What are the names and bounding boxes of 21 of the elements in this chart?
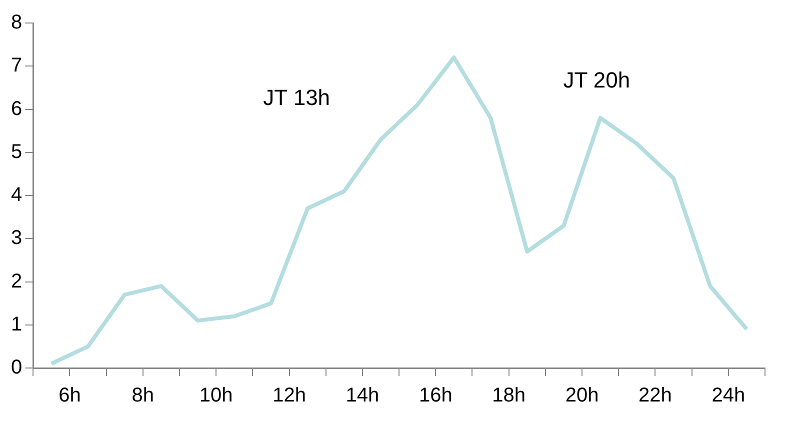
y-tick-label: 3	[11, 227, 22, 250]
x-tick-label: 22h	[638, 384, 672, 407]
x-tick-label: 12h	[272, 384, 306, 407]
y-tick-label: 6	[11, 98, 22, 120]
x-tick-label: 10h	[199, 384, 233, 407]
x-tick-label: 16h	[418, 384, 452, 407]
x-tick-label: 14h	[346, 384, 380, 407]
x-tick-label: 24h	[712, 384, 746, 407]
annotation: JT 20h	[563, 68, 630, 93]
y-tick-label: 5	[11, 140, 22, 163]
y-tick-label: 0	[11, 356, 22, 379]
y-tick-label: 1	[11, 313, 22, 336]
x-tick-label: 6h	[58, 384, 81, 407]
y-tick-label: 2	[11, 270, 22, 292]
y-tick-label: 7	[11, 54, 22, 77]
y-tick-label: 4	[11, 184, 22, 206]
x-tick-label: 18h	[492, 384, 526, 407]
x-tick-label: 8h	[132, 384, 154, 407]
y-tick-label: 8	[11, 12, 22, 34]
x-tick-label: 20h	[565, 384, 599, 407]
annotation: JT 13h	[263, 84, 330, 110]
